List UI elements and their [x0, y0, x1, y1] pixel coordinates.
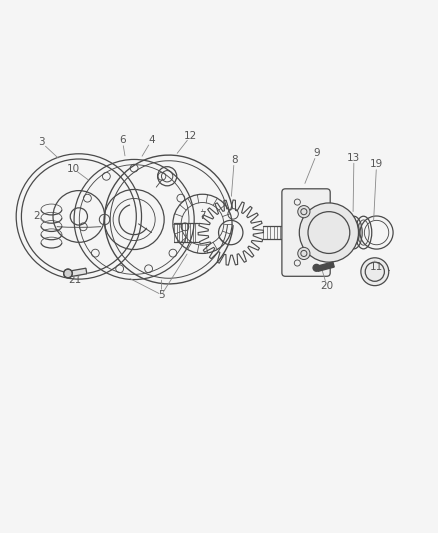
Text: 13: 13: [347, 152, 360, 163]
Circle shape: [313, 264, 320, 271]
Text: 2: 2: [33, 212, 39, 221]
Bar: [68, 268, 87, 277]
Circle shape: [299, 203, 358, 262]
Circle shape: [298, 206, 310, 218]
Text: 9: 9: [314, 148, 320, 158]
Text: 5: 5: [158, 290, 165, 300]
Circle shape: [298, 247, 310, 260]
Circle shape: [64, 269, 72, 278]
Circle shape: [361, 258, 389, 286]
Text: 8: 8: [231, 155, 237, 165]
Bar: [68, 268, 87, 277]
Text: 12: 12: [184, 131, 198, 141]
Text: 19: 19: [370, 159, 383, 169]
FancyBboxPatch shape: [282, 189, 330, 276]
Text: 3: 3: [38, 138, 45, 148]
Text: 21: 21: [68, 274, 81, 285]
Text: 4: 4: [148, 135, 155, 146]
Text: 10: 10: [67, 164, 80, 174]
Text: 20: 20: [320, 281, 333, 291]
Text: 6: 6: [119, 135, 126, 146]
Bar: [317, 262, 334, 271]
Text: 11: 11: [370, 262, 383, 271]
Text: 7: 7: [199, 212, 206, 221]
